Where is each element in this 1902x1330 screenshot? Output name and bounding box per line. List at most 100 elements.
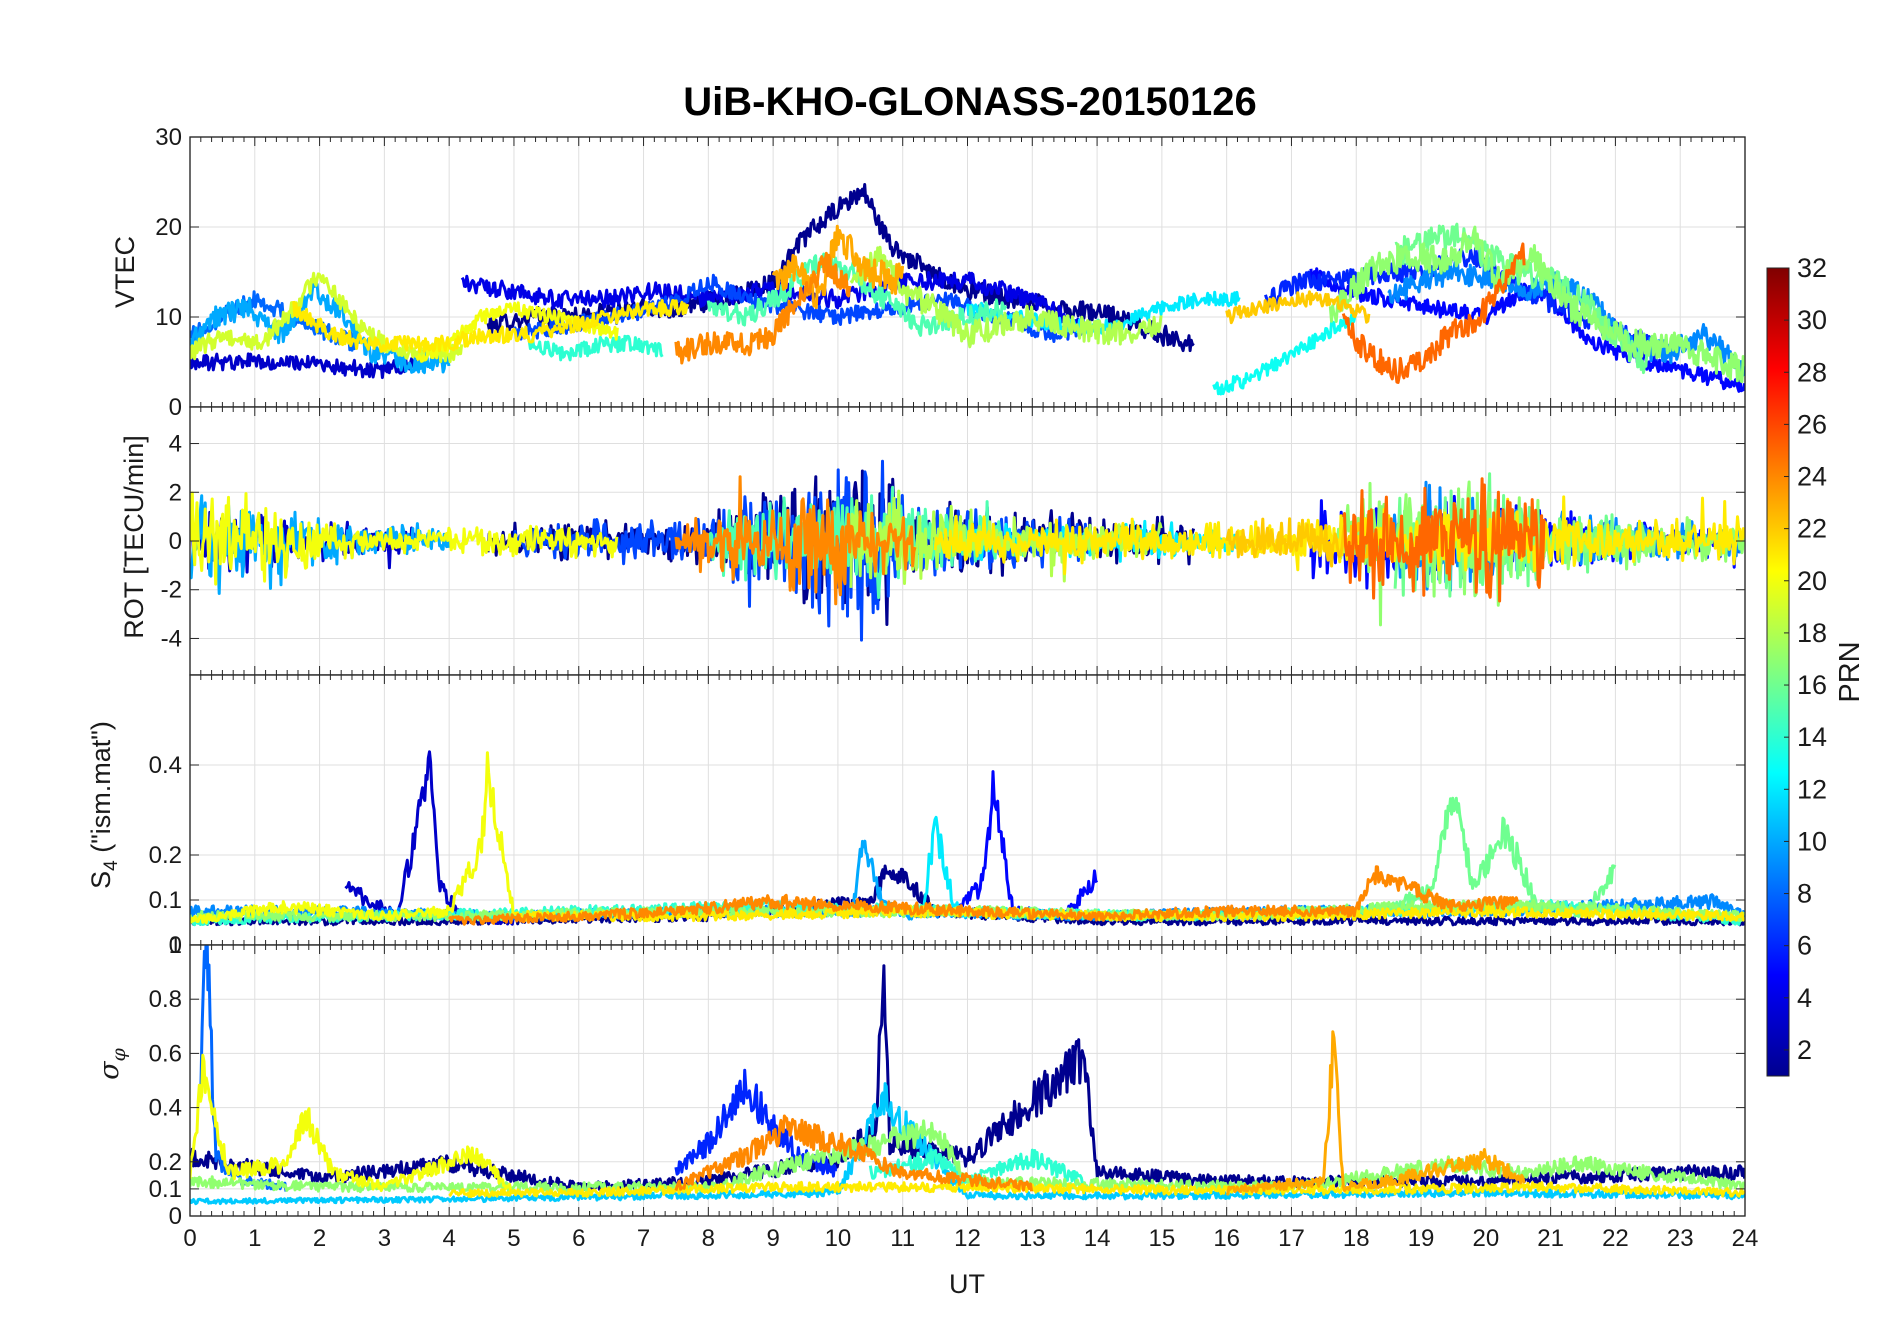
vtec-y-tick-label: 20 [155, 214, 182, 241]
colorbar-tick-label: 22 [1797, 514, 1827, 544]
s4-y-tick-label: 0.1 [149, 887, 182, 914]
x-tick-label: 1 [248, 1225, 261, 1252]
rot-series-prn-24 [674, 475, 917, 606]
colorbar-tick-label: 28 [1797, 357, 1827, 387]
colorbar-tick-label: 4 [1797, 983, 1812, 1013]
colorbar-tick-label: 32 [1797, 253, 1827, 283]
x-tick-label: 24 [1732, 1225, 1759, 1252]
sigma_phi-series-prn-17 [190, 1119, 1745, 1194]
sigma_phi-y-tick-label: 0 [169, 1203, 182, 1230]
rot-series-prn-20 [190, 491, 619, 586]
x-axis: 0 1 2 3 4 5 6 7 8 9 10 11 12 13 14 15 16 17 18 19 20 21 22 23 24 [183, 1225, 1758, 1252]
x-tick-label: 8 [702, 1225, 715, 1252]
rot-axis-label: ROT [TECU/min] [119, 435, 149, 639]
colorbar-tick-label: 30 [1797, 305, 1827, 335]
sigma_phi-series-prn-11 [190, 1082, 1745, 1206]
colorbar-gradient [1766, 267, 1790, 1077]
sigma_phi-y-tick-label: 1 [169, 932, 182, 959]
sigma_phi-y-tick-label: 0.2 [149, 1149, 182, 1176]
vtec-panel: 0 10 20 30 [155, 124, 1746, 421]
rot-series-group [190, 459, 1745, 642]
vtec-series-prn-3 [190, 352, 418, 380]
x-tick-label: 21 [1537, 1225, 1564, 1252]
rot-y-tick-label: 4 [169, 431, 182, 458]
vtec-series-prn-14 [525, 334, 664, 362]
x-axis-label: UT [949, 1269, 985, 1299]
vtec-series-prn-4 [460, 271, 1085, 334]
vtec-y-tick-label: 10 [155, 304, 182, 331]
vtec-series-prn-18 [849, 245, 1163, 349]
vtec-series-prn-21 [292, 299, 690, 354]
colorbar-tick-label: 16 [1797, 670, 1827, 700]
colorbar-tick-label: 2 [1797, 1035, 1812, 1065]
s4-panel: 0 0.1 0.2 0.4 [149, 674, 1746, 959]
sigma_phi-y-tick-label: 0.8 [149, 986, 182, 1013]
sigma_phi-series-prn-24 [674, 1114, 1034, 1192]
s4-suffix: ("ism.mat") [86, 721, 116, 860]
x-tick-label: 9 [766, 1225, 779, 1252]
x-tick-label: 17 [1278, 1225, 1305, 1252]
vtec-series-prn-19 [190, 271, 464, 364]
rot-y-tick-label: 2 [169, 479, 182, 506]
x-tick-label: 20 [1472, 1225, 1499, 1252]
x-tick-label: 15 [1149, 1225, 1176, 1252]
colorbar-tick-label: 8 [1797, 879, 1812, 909]
s4-series-prn-20 [190, 751, 515, 925]
rot-y-tick-label: -2 [161, 577, 182, 604]
sigma-phi-axis-label: σφ [94, 1047, 130, 1079]
x-tick-label: 13 [1019, 1225, 1046, 1252]
rot-series-prn-21 [933, 495, 1745, 576]
x-tick-label: 14 [1084, 1225, 1111, 1252]
x-tick-label: 4 [442, 1225, 455, 1252]
rot-y-tick-label: -4 [161, 625, 182, 652]
x-tick-label: 11 [890, 1225, 915, 1252]
sigma_phi-series-prn-21 [448, 1180, 1745, 1199]
sigma_phi-y-tick-label: 0.6 [149, 1040, 182, 1067]
x-tick-label: 19 [1408, 1225, 1435, 1252]
sigma_phi-series-group [190, 945, 1745, 1206]
sigma-phi-subscript: φ [108, 1047, 130, 1061]
x-tick-label: 16 [1213, 1225, 1240, 1252]
colorbar-tick-label: 24 [1797, 462, 1827, 492]
x-tick-label: 0 [183, 1225, 196, 1252]
s4-series-group [190, 750, 1745, 927]
sigma_phi-series-prn-20 [190, 1053, 515, 1195]
vtec-y-tick-label: 0 [169, 394, 182, 421]
vtec-series-prn-23 [771, 224, 905, 310]
s4-series-prn-16 [1387, 796, 1617, 918]
x-tick-label: 6 [572, 1225, 585, 1252]
s4-y-tick-label: 0.2 [149, 842, 182, 869]
x-tick-label: 7 [637, 1225, 650, 1252]
sigma_phi-y-tick-label: 0.1 [149, 1176, 182, 1203]
s4-y-tick-label: 0.4 [149, 752, 182, 779]
vtec-series-prn-25 [1341, 242, 1526, 384]
rot-panel: -4 -2 0 2 4 [161, 406, 1746, 676]
x-tick-label: 10 [825, 1225, 852, 1252]
colorbar-tick-label: 26 [1797, 409, 1827, 439]
vtec-axis-label: VTEC [110, 236, 140, 308]
colorbar-tick-label: 20 [1797, 566, 1827, 596]
colorbar-tick-label: 14 [1797, 722, 1827, 752]
x-tick-label: 3 [378, 1225, 391, 1252]
vtec-y-tick-label: 30 [155, 124, 182, 151]
sigma-phi-panel: 00.10.20.40.60.81 [149, 932, 1746, 1230]
x-tick-label: 2 [313, 1225, 326, 1252]
rot-series-prn-25 [1341, 477, 1546, 603]
s4-axis-label: S4 ("ism.mat") [86, 721, 122, 889]
vtec-series-group [190, 183, 1745, 396]
chart-title: UiB-KHO-GLONASS-20150126 [683, 80, 1257, 124]
vtec-series-prn-17 [1328, 225, 1745, 384]
rot-y-tick-label: 0 [169, 528, 182, 555]
colorbar-tick-label: 12 [1797, 774, 1827, 804]
s4-y-tick-label: 0 [169, 932, 182, 959]
vtec-series-prn-10 [190, 282, 451, 375]
x-tick-label: 12 [954, 1225, 981, 1252]
colorbar-tick-label: 10 [1797, 826, 1827, 856]
sigma_phi-series-prn-23 [1225, 1030, 1526, 1196]
colorbar-tick-label: 6 [1797, 931, 1812, 961]
vtec-series-prn-24 [674, 251, 852, 365]
s4-series-prn-24 [447, 865, 1519, 926]
s4-subscript: 4 [101, 860, 122, 871]
